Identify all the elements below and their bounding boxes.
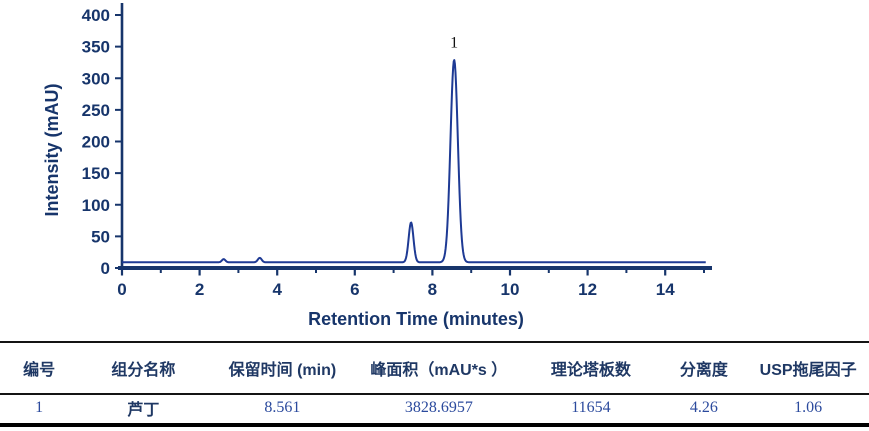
y-tick-label: 100 <box>82 196 110 215</box>
x-tick-label: 2 <box>195 280 204 299</box>
y-tick-label: 300 <box>82 69 110 88</box>
cell-peak-area: 3828.6957 <box>404 399 473 416</box>
header-peak-area: 峰面积（mAU*s ） <box>370 362 508 379</box>
chromatogram-trace <box>121 59 707 264</box>
x-tick-label: 8 <box>428 280 437 299</box>
header-component-name: 组分名称 <box>111 362 176 379</box>
y-tick-label: 250 <box>82 101 110 120</box>
table-bottom-rule <box>0 423 869 427</box>
header-theoretical-plates: 理论塔板数 <box>550 362 631 379</box>
x-tick-label: 6 <box>350 280 359 299</box>
header-retention-time: 保留时间 (min) <box>228 362 337 379</box>
y-tick-label: 50 <box>91 227 110 246</box>
chromatogram-chart: 0 50 100 150 200 250 300 350 400 0 2 4 6 8 10 12 14 Reten… <box>42 3 712 329</box>
table-data-row: 1 芦丁 8.561 3828.6957 11654 4.26 1.06 <box>0 395 869 421</box>
header-usp-tailing: USP拖尾因子 <box>759 362 857 379</box>
y-tick-label: 400 <box>82 6 110 25</box>
cell-usp-tailing: 1.06 <box>794 399 823 416</box>
x-tick-label: 10 <box>501 280 520 299</box>
y-tick-label: 150 <box>82 164 110 183</box>
x-tick-label: 4 <box>272 280 282 299</box>
cell-theoretical-plates: 11654 <box>571 399 611 416</box>
header-peak-number: 编号 <box>23 362 56 379</box>
x-tick-label: 14 <box>656 280 675 299</box>
header-resolution: 分离度 <box>679 362 728 379</box>
cell-component-name: 芦丁 <box>127 402 160 419</box>
peak-number-annotation: 1 <box>450 34 458 51</box>
x-axis-title: Retention Time (minutes) <box>308 309 524 329</box>
y-axis-title: Intensity (mAU) <box>42 83 62 216</box>
cell-peak-number: 1 <box>35 399 44 416</box>
y-tick-label: 0 <box>101 259 110 278</box>
peak-results-table: 编号 组分名称 保留时间 (min) 峰面积（mAU*s ） 理论塔板数 分离度… <box>0 336 869 431</box>
table-top-rule <box>0 341 869 343</box>
cell-retention-time: 8.561 <box>264 399 301 416</box>
cell-resolution: 4.26 <box>689 399 718 416</box>
table-header-divider <box>0 393 869 395</box>
x-tick-label: 12 <box>578 280 597 299</box>
y-tick-label: 200 <box>82 133 110 152</box>
y-tick-label: 350 <box>82 38 110 57</box>
x-tick-label: 0 <box>117 280 126 299</box>
table-header-row: 编号 组分名称 保留时间 (min) 峰面积（mAU*s ） 理论塔板数 分离度… <box>0 343 869 393</box>
